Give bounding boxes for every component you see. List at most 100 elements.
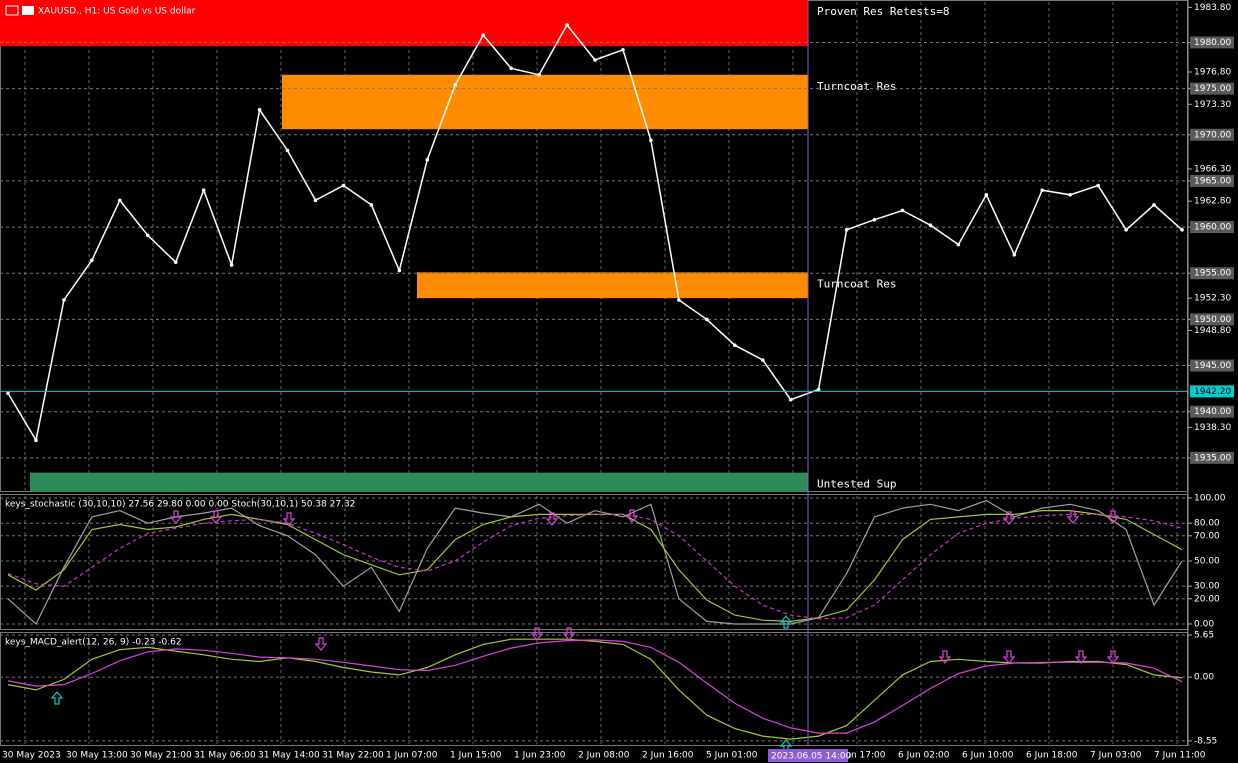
price-point [1096,183,1100,188]
y-tick-label: 1983.80 [1194,3,1231,13]
price-point [1012,252,1017,257]
tick-label-box [1190,221,1234,234]
price-point [928,223,933,228]
time-label: 30 May 2023 [2,751,61,761]
price-point [788,397,793,402]
crosshair-box [768,749,848,762]
tick-label-box [1190,36,1234,49]
y-tick-label: 1940.00 [1194,407,1231,417]
signal-arrow [1106,650,1120,664]
price-point [900,208,905,213]
y-tick-label: 1952.30 [1194,294,1231,304]
zone-label: Proven Res Retests=8 [817,5,949,18]
price-point [34,438,38,443]
time-label: 6 Jun 02:00 [898,751,950,761]
tick-label-box [1190,313,1234,326]
last-price-box [1190,385,1234,398]
y-tick-label: 1935.00 [1194,453,1231,463]
tick-label-box [1190,267,1234,280]
y-tick-label: 5.65 [1194,631,1214,641]
signal-arrow [1002,511,1016,525]
time-label: 30 May 21:00 [130,751,192,761]
time-label: 1 Jun 23:00 [514,751,566,761]
zone [282,74,808,130]
price-point [872,217,877,222]
price-point [173,260,178,264]
y-tick-label: 1980.00 [1194,38,1231,48]
price-point [229,263,234,267]
price-point [1068,192,1072,197]
price-point [145,233,150,238]
price-point [984,192,989,197]
price-point [1152,203,1156,207]
price-point [816,387,821,392]
signal-arrow [545,512,559,526]
price-point [285,148,290,153]
price-point [397,268,402,273]
time-label: 6 Jun 18:00 [1026,751,1078,761]
y-tick-label: 1950.00 [1194,315,1231,325]
tick-label-box [1190,359,1234,372]
price-point [593,58,597,62]
signal-arrow [562,627,576,641]
y-tick-label: 0.00 [1194,619,1214,629]
indicator-title: keys_MACD_alert(12, 26, 9) -0.23 -0.62 [5,638,182,648]
signal-arrow [50,691,64,705]
signal-arrow [1002,650,1016,664]
signal-arrow [282,512,296,526]
price-point [649,138,653,143]
y-tick-label: 1973.30 [1194,100,1231,110]
signal-arrow [209,510,223,524]
time-label: 5 Jun 01:00 [706,751,758,761]
y-tick-label: 80.00 [1194,519,1220,529]
y-tick-label: 1945.00 [1194,361,1231,371]
y-tick-label: 1955.00 [1194,269,1231,279]
price-point [705,317,709,322]
time-label: 31 May 14:00 [258,751,320,761]
crosshair-label: 2023.06.05 14:00 [771,752,852,762]
y-tick-label: 70.00 [1194,531,1220,541]
signal-arrow [314,637,328,651]
signal-arrow [169,510,183,524]
signal-arrow [1074,650,1088,664]
y-tick-label: 1960.00 [1194,223,1231,233]
symbol-icon [5,5,19,16]
indicator-line [7,513,1183,620]
tick-label-box [1190,174,1234,187]
price-point [621,48,625,52]
signal-arrow [779,615,793,629]
signal-arrow [1066,510,1080,524]
tick-label-box [1190,82,1234,95]
y-tick-label: 1938.30 [1194,423,1231,433]
price-point [425,157,430,162]
y-tick-label: 1962.80 [1194,197,1231,207]
price-point [453,83,458,87]
price-point [1180,228,1184,232]
chart-title: XAUUSD., H1: US Gold vs US dollar [38,7,196,17]
price-point [509,66,513,71]
y-tick-label: 1948.80 [1194,326,1231,336]
time-label: 30 May 13:00 [66,751,128,761]
price-point [201,188,206,192]
zone-label: Turncoat Res [817,277,896,290]
price-point [677,298,681,302]
price-point [481,33,485,37]
indicator-line [7,499,1183,625]
time-label: 31 May 06:00 [194,751,256,761]
price-point [90,258,94,263]
price-point [313,198,318,203]
zone [30,472,808,492]
price-point [732,343,737,348]
last-price-label: 1942.20 [1194,387,1231,397]
price-point [369,203,374,207]
zone [417,272,808,299]
signal-arrow [530,627,544,641]
y-tick-label: 1976.80 [1194,68,1231,78]
price-point [565,23,569,27]
y-tick-label: 1966.30 [1194,164,1231,174]
price-point [844,228,849,232]
tick-label-box [1190,405,1234,418]
y-tick-label: 50.00 [1194,556,1220,566]
